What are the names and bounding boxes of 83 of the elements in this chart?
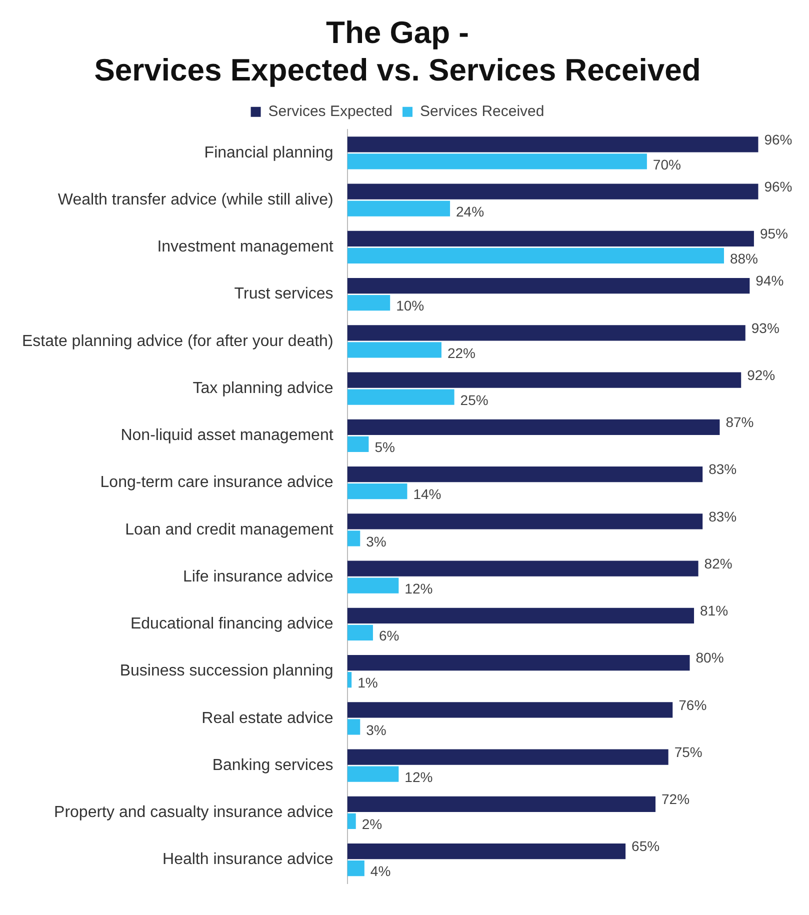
legend-label: Services Received [420,103,544,120]
data-label: 94% [756,272,784,289]
data-label: 70% [652,156,681,172]
data-label: 80% [696,650,724,666]
data-label: 93% [751,320,780,336]
bar [347,844,626,860]
data-label: 82% [704,555,732,572]
bar [347,702,673,718]
data-label: 65% [632,838,660,854]
bar [347,796,656,812]
data-label: 12% [404,768,433,785]
bar [347,419,720,436]
data-label: 96% [764,131,792,148]
y-tick-label: Business succession planning [120,662,334,680]
bar [347,624,373,640]
y-tick-label: Financial planning [204,144,334,162]
data-label: 81% [700,602,728,619]
data-label: 72% [662,791,690,808]
bar [347,248,724,264]
data-label: 10% [396,298,424,314]
y-tick-label: Property and casualty insurance advice [54,804,334,822]
data-label: 3% [366,533,386,550]
bar [347,436,369,452]
bar [347,578,399,594]
bar [347,860,364,876]
data-label: 1% [358,674,378,691]
data-label: 88% [730,250,758,267]
y-tick-label: Loan and credit management [125,521,334,538]
y-tick-label: Real estate advice [202,710,334,727]
bar [347,466,703,482]
bar [347,372,742,388]
data-label: 87% [726,414,754,430]
bar [347,530,360,546]
legend-label: Services Expected [268,103,393,120]
bar [347,514,703,530]
data-label: 25% [460,392,488,408]
y-tick-label: Estate planning advice (for after your death) [22,332,334,350]
y-tick-label: Long-term care insurance advice [100,474,334,492]
bar [347,200,450,216]
y-tick-label: Life insurance advice [182,568,334,586]
bar [347,672,352,688]
data-label: 3% [366,722,386,738]
data-label: 76% [678,696,707,713]
data-label: 92% [747,366,776,383]
data-label: 24% [456,203,484,220]
data-label: 96% [764,178,792,194]
y-tick-label: Wealth transfer advice (while still alive) [58,191,334,208]
data-label: 95% [760,226,788,242]
data-label: 4% [370,863,391,880]
bar [347,813,356,829]
bar [347,766,399,782]
data-label: 5% [374,439,395,456]
data-label: 2% [362,816,382,832]
y-tick-label: Trust services [234,286,334,303]
data-label: 75% [674,744,702,760]
y-tick-label: Non-liquid asset management [120,427,334,444]
bar [347,342,442,358]
data-label: 6% [378,628,400,644]
bar [347,608,694,624]
bar [347,655,690,671]
bar [347,278,750,294]
bar [347,184,758,200]
bar [347,749,668,765]
bar [347,295,390,311]
bar [347,719,360,735]
y-tick-label: Banking services [212,756,334,774]
bar [347,560,698,576]
data-label: 83% [708,508,737,524]
data-label: 83% [708,461,737,478]
y-tick-label: Tax planning advice [192,380,334,397]
data-label: 12% [404,580,433,596]
y-tick-label: Investment management [157,238,334,256]
data-label: 22% [447,344,476,361]
bar [347,154,647,170]
bar [347,136,758,152]
chart-title: The Gap - Services Expected vs. Services Received [94,15,701,88]
bar [347,389,454,405]
y-tick-label: Educational financing advice [130,616,334,633]
data-label: 14% [413,486,442,502]
bar [347,230,754,247]
bar [347,325,746,341]
bar [347,484,408,500]
y-tick-label: Health insurance advice [162,851,334,868]
